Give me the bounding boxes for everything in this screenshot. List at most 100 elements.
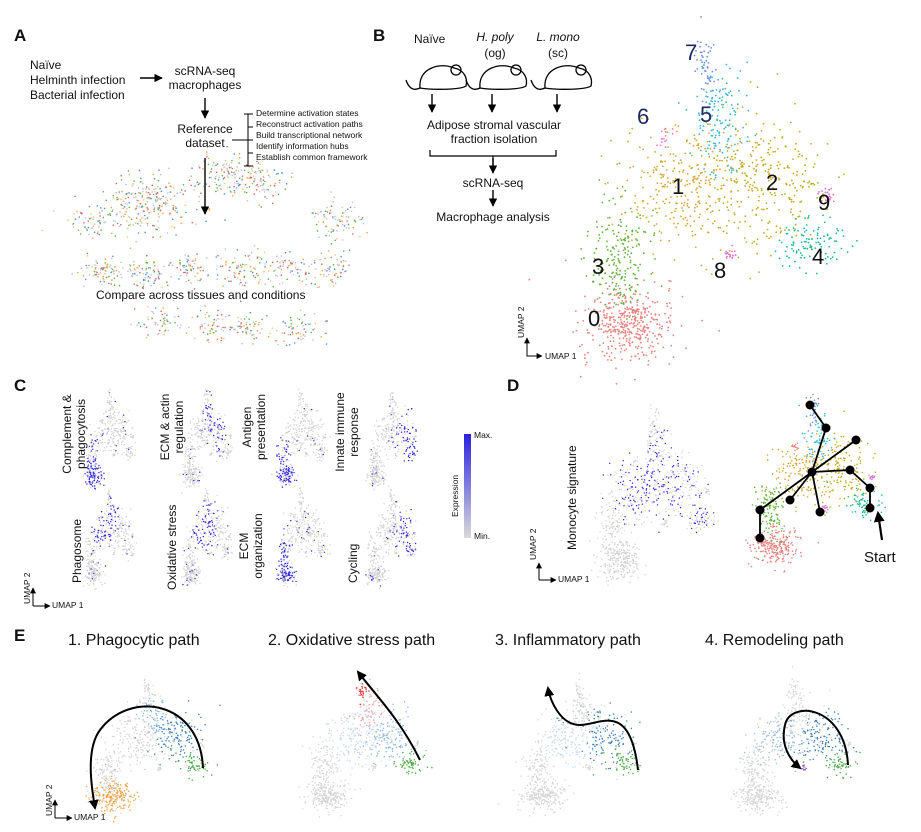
- trajectory-edge: [809, 404, 827, 429]
- cluster-label-1: 1: [672, 174, 685, 199]
- umap-cluster-6: [99, 419, 103, 423]
- panel-label-c: C: [14, 376, 27, 395]
- umap-cluster-3: [580, 162, 663, 327]
- expression-colorbar: [464, 434, 471, 538]
- trajectory-node: [807, 467, 817, 477]
- umap-cluster-3: [730, 739, 772, 800]
- cluster-label-0: 0: [588, 306, 601, 331]
- umap-cluster-0: [732, 775, 788, 816]
- panel-a-mini-umap: [215, 245, 274, 287]
- umap-cluster-4: [121, 542, 137, 562]
- umap1-label-b: UMAP 1: [545, 351, 577, 361]
- umap2-label-e: UMAP 2: [44, 784, 54, 817]
- umap-cluster-8: [821, 504, 829, 514]
- path-title-oxidative: 2. Oxidative stress path: [268, 632, 436, 649]
- trajectory-node: [755, 505, 765, 515]
- signature-oxidative: Oxidative stress: [165, 504, 179, 590]
- trajectory-node: [865, 483, 875, 493]
- umap-cluster-6: [381, 514, 386, 521]
- umap-cluster-4: [405, 537, 417, 558]
- mouse-icons: [405, 64, 593, 90]
- umap-cluster-4: [316, 542, 331, 558]
- umap2-label-d: UMAP 2: [528, 528, 538, 561]
- umap-cluster-5: [645, 422, 677, 484]
- panel-label-b: B: [373, 26, 386, 45]
- panel-a-mini-umap: [168, 253, 218, 290]
- bullet-item: Build transcriptional network: [256, 130, 363, 140]
- umap-cluster-9: [704, 487, 710, 495]
- umap-cluster-6: [630, 456, 639, 467]
- umap-cluster-3: [594, 476, 633, 568]
- umap-cluster-0: [528, 249, 721, 385]
- umap-cluster-0: [365, 462, 387, 491]
- umap-cluster-3: [85, 531, 101, 572]
- umap-cluster-2: [108, 508, 134, 551]
- mouse-sub-lmono: (sc): [548, 46, 568, 60]
- umap-cluster-6: [340, 716, 349, 725]
- umap-cluster-5: [782, 688, 825, 737]
- umap-cluster-6: [124, 715, 131, 725]
- umap-cluster-7: [805, 393, 820, 432]
- mouse-label-hpoly: H. poly: [476, 30, 514, 44]
- annotation-layer: [30, 64, 885, 821]
- umap-cluster-7: [693, 16, 717, 104]
- umap-cluster-8: [304, 550, 308, 554]
- umap-cluster-7: [203, 389, 209, 404]
- umap-cluster-7: [297, 388, 304, 406]
- umap-cluster-1: [180, 408, 219, 463]
- umap-cluster-2: [685, 73, 845, 280]
- umap-cluster-4: [405, 441, 418, 462]
- trajectory-edge: [811, 471, 821, 513]
- umap-cluster-0: [745, 520, 819, 573]
- start-label: Start: [864, 549, 896, 566]
- mouse-icon: [465, 64, 528, 90]
- umap-axes-b: [526, 340, 543, 359]
- cluster-label-3: 3: [592, 254, 605, 279]
- umap-cluster-9: [131, 435, 134, 439]
- umap-cluster-3: [182, 434, 198, 479]
- umap-cluster-4: [821, 751, 861, 780]
- umap-cluster-7: [787, 665, 800, 700]
- umap-cluster-3: [301, 736, 342, 800]
- umap-cluster-1: [89, 409, 121, 459]
- compare-label: Compare across tissues and conditions: [96, 288, 306, 302]
- umap-cluster-0: [298, 776, 361, 818]
- umap-cluster-1: [600, 107, 776, 276]
- trajectory-node: [785, 495, 795, 505]
- umap-cluster-3: [276, 434, 292, 479]
- umap-cluster-1: [602, 444, 686, 544]
- scatter-layer: [41, 16, 886, 823]
- umap-cluster-8: [660, 519, 669, 528]
- legend-min: Min.: [474, 531, 491, 541]
- umap-cluster-7: [138, 678, 154, 704]
- panel-a-mini-umap: [252, 251, 316, 288]
- isolation-label: Adipose stromal vascular fraction isolati…: [426, 118, 562, 146]
- umap-cluster-8: [208, 551, 214, 556]
- signature-phagosome: Phagosome: [70, 518, 84, 583]
- umap-cluster-6: [791, 442, 800, 452]
- analysis-step: Macrophage analysis: [436, 210, 550, 224]
- mouse-sub-hpoly: (og): [484, 46, 506, 60]
- umap-cluster-8: [209, 452, 213, 456]
- panel-a-mini-umap: [110, 247, 172, 295]
- umap-cluster-0: [497, 777, 575, 817]
- umap-cluster-0: [589, 535, 647, 586]
- panel-label-d: D: [507, 376, 520, 395]
- umap-cluster-4: [686, 504, 719, 534]
- umap-cluster-5: [105, 495, 120, 530]
- scrna-label: scRNA-seq macrophages: [168, 64, 242, 92]
- umap-cluster-4: [774, 214, 858, 275]
- umap1-label-c: UMAP 1: [52, 600, 84, 610]
- umap-cluster-8: [368, 764, 378, 772]
- signature-antigen: Antigen presentation: [240, 393, 268, 461]
- umap-cluster-9: [411, 531, 416, 537]
- umap-cluster-6: [197, 417, 200, 423]
- umap-cluster-2: [809, 410, 877, 516]
- umap-cluster-9: [869, 475, 876, 481]
- umap-cluster-0: [274, 560, 297, 588]
- umap-cluster-6: [381, 417, 386, 421]
- umap-cluster-6: [772, 716, 778, 724]
- umap-cluster-8: [799, 764, 807, 771]
- umap-cluster-5: [202, 492, 219, 536]
- umap-cluster-2: [205, 494, 232, 555]
